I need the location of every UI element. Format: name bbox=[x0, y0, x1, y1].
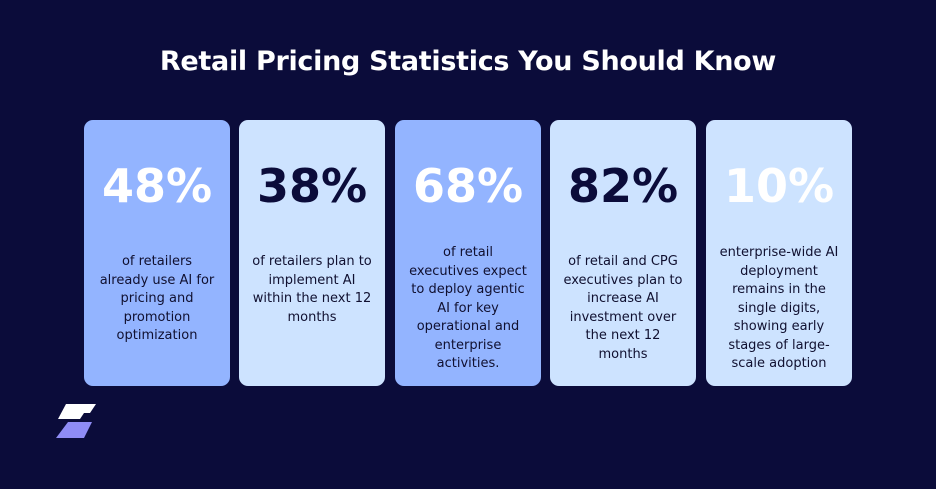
stat-card-3: 68% of retail executives expect to deplo… bbox=[395, 120, 541, 386]
stat-value: 10% bbox=[723, 159, 835, 213]
stat-description: of retail and CPG executives plan to inc… bbox=[563, 254, 683, 362]
stat-card-1: 48% of retailers already use AI for pric… bbox=[84, 120, 230, 386]
stat-value: 48% bbox=[101, 159, 213, 213]
page-title: Retail Pricing Statistics You Should Kno… bbox=[159, 46, 777, 77]
stat-card-4: 82% of retail and CPG executives plan to… bbox=[550, 120, 696, 386]
stat-value: 68% bbox=[412, 159, 524, 213]
stat-card-2: 38% of retailers plan to implement AI wi… bbox=[239, 120, 385, 386]
brand-logo-icon bbox=[56, 404, 96, 438]
stat-description: of retail executives expect to deploy ag… bbox=[409, 245, 527, 371]
stat-description: enterprise-wide AI deployment remains in… bbox=[719, 245, 839, 371]
stat-card-5: 10% enterprise-wide AI deployment remain… bbox=[706, 120, 852, 386]
stat-value: 38% bbox=[256, 159, 368, 213]
stat-description: of retailers already use AI for pricing … bbox=[99, 254, 215, 343]
stat-description: of retailers plan to implement AI within… bbox=[252, 254, 372, 325]
stat-value: 82% bbox=[567, 159, 679, 213]
